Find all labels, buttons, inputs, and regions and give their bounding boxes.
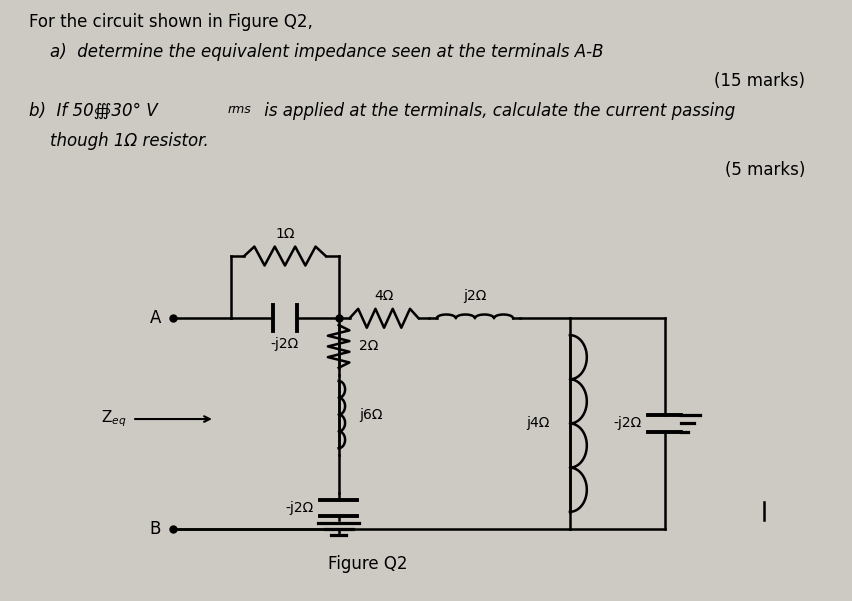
- Text: -j2Ω: -j2Ω: [613, 416, 641, 430]
- Text: j2Ω: j2Ω: [463, 290, 486, 304]
- Text: b)  If 50∰30° V: b) If 50∰30° V: [29, 102, 158, 120]
- Text: 2Ω: 2Ω: [359, 340, 378, 353]
- Text: though 1Ω resistor.: though 1Ω resistor.: [49, 132, 208, 150]
- Text: rms: rms: [227, 103, 251, 116]
- Text: A: A: [150, 310, 161, 328]
- Text: a)  determine the equivalent impedance seen at the terminals A-B: a) determine the equivalent impedance se…: [49, 43, 602, 61]
- Text: (15 marks): (15 marks): [713, 72, 804, 90]
- Text: (5 marks): (5 marks): [724, 161, 804, 179]
- Text: -j2Ω: -j2Ω: [285, 501, 314, 515]
- Text: 1Ω: 1Ω: [275, 227, 295, 241]
- Text: j6Ω: j6Ω: [359, 407, 383, 421]
- Text: For the circuit shown in Figure Q2,: For the circuit shown in Figure Q2,: [29, 13, 313, 31]
- Text: Figure Q2: Figure Q2: [327, 555, 406, 573]
- Text: 4Ω: 4Ω: [374, 290, 394, 304]
- Text: Z$_{eq}$: Z$_{eq}$: [101, 409, 126, 429]
- Text: -j2Ω: -j2Ω: [271, 337, 299, 351]
- Text: j4Ω: j4Ω: [525, 416, 549, 430]
- Text: B: B: [150, 520, 161, 538]
- Text: is applied at the terminals, calculate the current passing: is applied at the terminals, calculate t…: [258, 102, 734, 120]
